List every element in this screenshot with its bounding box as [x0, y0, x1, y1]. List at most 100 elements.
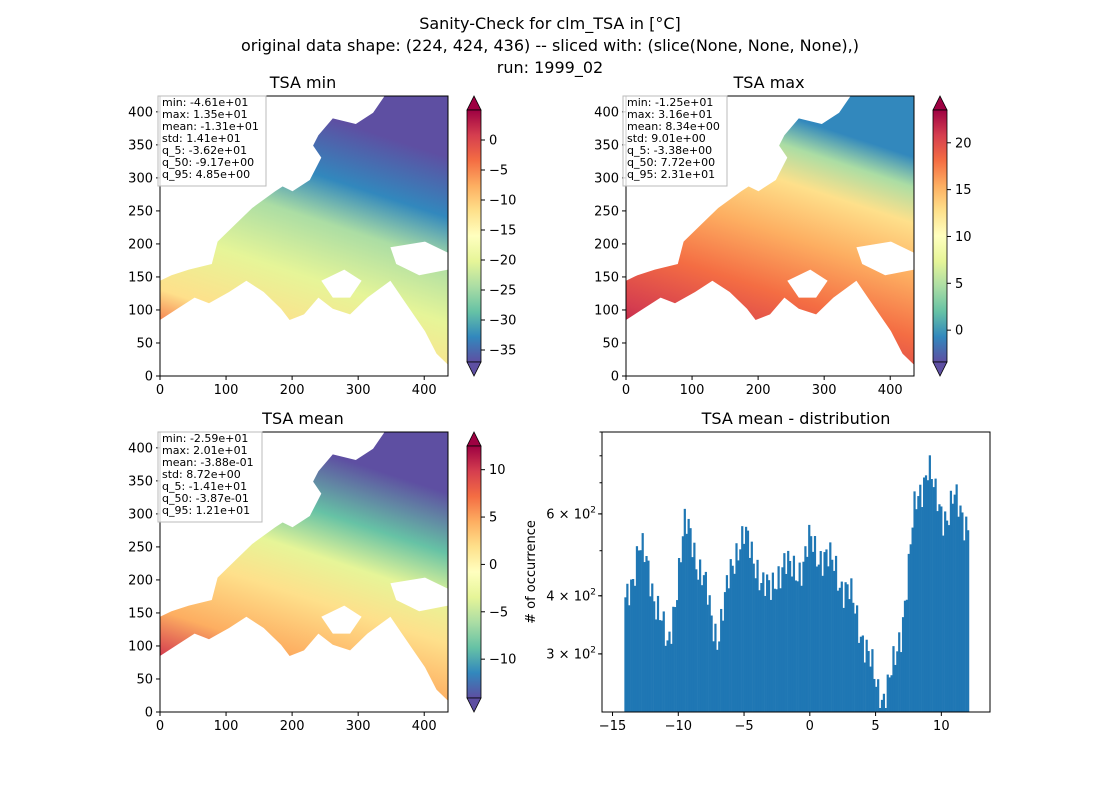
- histogram-bar: [670, 643, 673, 712]
- histogram-bar: [880, 699, 884, 712]
- histogram-bar: [632, 579, 635, 712]
- histogram-bar: [771, 572, 774, 712]
- histogram-bar: [861, 635, 864, 712]
- y-tick-label: 100: [128, 639, 153, 654]
- histogram-bar: [836, 590, 840, 712]
- panel-title-tsa-mean: TSA mean: [261, 409, 344, 428]
- histogram-axes-frame: [601, 431, 991, 713]
- histogram-bar: [940, 506, 943, 712]
- stat-line: q_50: -9.17e+00: [162, 156, 254, 169]
- x-tick-label: 200: [280, 383, 305, 398]
- colorbar-tick-label: −10: [489, 194, 516, 209]
- colorbar-tick-label: −5: [489, 605, 508, 620]
- histogram-bar: [831, 559, 834, 712]
- x-tick-label: −10: [665, 719, 692, 734]
- x-tick-label: 400: [412, 383, 437, 398]
- histogram-bar: [666, 640, 669, 712]
- histogram-bar: [951, 503, 954, 712]
- map-axes-frame: [159, 431, 449, 713]
- histogram-bar: [945, 520, 949, 712]
- tsa-mean-histogram: −15 −10 −5 0 5 10 3 × 102 4 × 102 6 × 102: [546, 431, 991, 734]
- histogram-bar: [844, 582, 847, 712]
- histogram-bar: [923, 477, 926, 712]
- colorbar-tick-label: 5: [489, 511, 497, 526]
- y-tick-label: 4 × 102: [546, 587, 596, 604]
- histogram-bar: [702, 575, 706, 712]
- histogram-bar: [672, 606, 675, 712]
- histogram-bar: [689, 528, 692, 712]
- histogram-bar: [744, 526, 748, 712]
- tsa-max-stats-box: min: -1.25e+01 max: 3.16e+01 mean: 8.34e…: [622, 95, 728, 187]
- histogram-bar: [878, 708, 882, 712]
- y-tick-label: 200: [594, 237, 619, 252]
- histogram-bar: [649, 596, 652, 712]
- stat-line: q_5: -3.62e+01: [162, 144, 247, 157]
- histogram-bar: [645, 556, 648, 712]
- stat-line: q_50: -3.87e-01: [162, 492, 249, 505]
- colorbar-tick-label: 0: [489, 558, 497, 573]
- y-tick-label: 350: [594, 138, 619, 153]
- histogram-bar: [714, 623, 717, 712]
- stat-line: max: 1.35e+01: [162, 108, 248, 121]
- x-tick-label: 0: [156, 383, 164, 398]
- histogram-bar: [917, 496, 920, 712]
- x-tick-label: 100: [214, 719, 239, 734]
- colorbar-tick-label: −35: [489, 344, 516, 359]
- water-mask: [390, 577, 448, 612]
- histogram-bar: [695, 569, 698, 712]
- histogram-bar: [961, 512, 964, 712]
- figure-title-line-2: original data shape: (224, 424, 436) -- …: [241, 36, 859, 55]
- tsa-min-stats-box: min: -4.61e+01 max: 1.35e+01 mean: -1.31…: [157, 95, 267, 187]
- histogram-bar: [882, 693, 886, 712]
- histogram-bar: [700, 585, 704, 712]
- histogram-bar: [639, 550, 642, 712]
- y-tick-label: 200: [128, 573, 153, 588]
- histogram-bar: [859, 636, 863, 712]
- y-tick-label: 100: [128, 303, 153, 318]
- histogram-bar: [930, 479, 933, 712]
- histogram-bar: [654, 619, 658, 712]
- histogram-bar: [685, 533, 688, 712]
- histogram-bar: [957, 516, 960, 712]
- histogram-bar: [869, 666, 872, 712]
- colorbar-gradient: [932, 109, 948, 363]
- x-tick-label: −5: [734, 719, 753, 734]
- histogram-bar: [693, 542, 696, 712]
- x-tick-label: 300: [346, 383, 371, 398]
- x-tick-label: 0: [806, 719, 814, 734]
- panel-title-tsa-max: TSA max: [732, 73, 804, 92]
- histogram-bar: [884, 708, 887, 712]
- histogram-bar: [936, 511, 939, 712]
- y-tick-label: 400: [128, 105, 153, 120]
- stat-line: mean: -1.31e+01: [162, 120, 259, 133]
- tsa-max-map: 0 100 200 300 400 0 50 100 150 200 250 300 350 400: [594, 95, 915, 398]
- y-tick-label: 150: [128, 270, 153, 285]
- histogram-bar: [819, 551, 822, 712]
- x-tick-label: 300: [346, 719, 371, 734]
- histogram-bar: [723, 592, 727, 712]
- water-mask: [390, 241, 448, 276]
- histogram-bar: [628, 605, 631, 712]
- x-tick-label: 100: [214, 383, 239, 398]
- histogram-bar: [787, 550, 790, 712]
- water-mask: [787, 269, 828, 298]
- histogram-bar: [760, 583, 763, 712]
- stat-line: min: -2.59e+01: [162, 432, 248, 445]
- histogram-bar: [963, 540, 966, 712]
- histogram-bar: [848, 599, 851, 712]
- colorbar-tick-label: 10: [489, 463, 506, 478]
- histogram-bar: [833, 570, 836, 712]
- histogram-bar: [871, 649, 874, 712]
- water-mask: [321, 269, 362, 298]
- histogram-bar: [783, 553, 786, 712]
- colorbar-min-extend: [466, 361, 482, 377]
- land-field: [626, 96, 914, 365]
- y-tick-label: 350: [128, 474, 153, 489]
- colorbar-tick-label: −30: [489, 314, 516, 329]
- x-tick-label: 200: [746, 383, 771, 398]
- map-axes-frame: [625, 95, 915, 377]
- histogram-bar: [729, 559, 732, 712]
- histogram-bar: [679, 562, 683, 712]
- figure-title-line-3: run: 1999_02: [497, 58, 603, 78]
